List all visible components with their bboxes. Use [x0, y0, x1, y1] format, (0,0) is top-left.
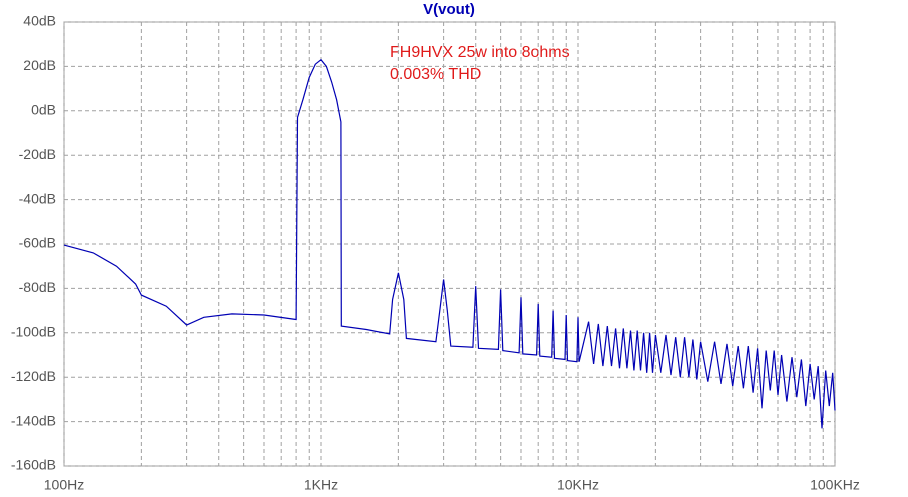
y-tick-label: 0dB [31, 102, 56, 118]
y-tick-label: -120dB [11, 368, 56, 384]
y-tick-label: -100dB [11, 324, 56, 340]
y-tick-label: -40dB [19, 190, 56, 206]
annotation: FH9HVX 25w into 8ohms [390, 44, 570, 61]
y-tick-label: -60dB [19, 235, 56, 251]
y-tick-label: -160dB [11, 457, 56, 473]
x-tick-label: 10KHz [557, 477, 599, 493]
x-tick-label: 100KHz [810, 477, 860, 493]
y-tick-label: 40dB [23, 13, 56, 29]
data-line [63, 58, 836, 429]
y-tick-label: 20dB [23, 57, 56, 73]
y-tick-label: -80dB [19, 279, 56, 295]
annotation: 0.003% THD [390, 66, 481, 83]
legend-entry: V(vout) [423, 1, 475, 18]
y-tick-label: -20dB [19, 146, 56, 162]
y-tick-label: -140dB [11, 412, 56, 428]
x-tick-label: 100Hz [44, 477, 84, 493]
x-tick-label: 1KHz [304, 477, 338, 493]
